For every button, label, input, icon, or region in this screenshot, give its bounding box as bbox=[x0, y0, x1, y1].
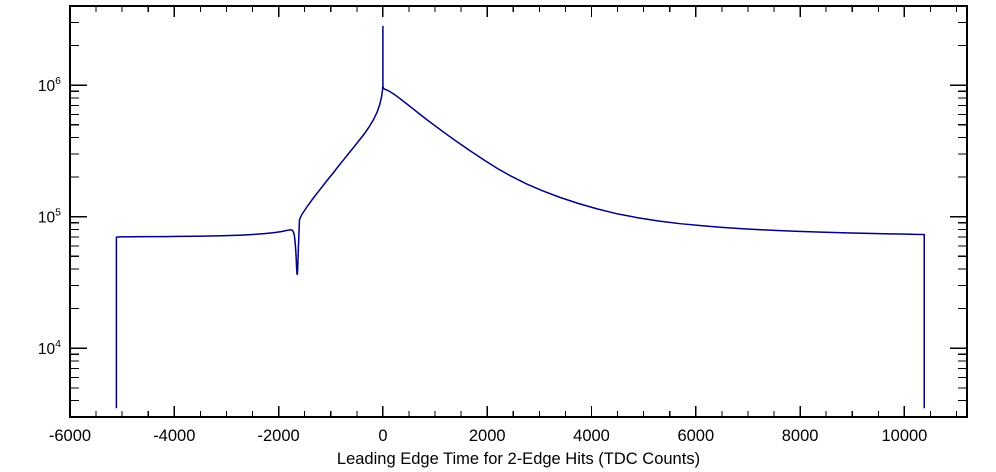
x-axis-tick-label: 4000 bbox=[573, 427, 610, 445]
data-series-line bbox=[115, 25, 925, 409]
x-axis-tick-label: 0 bbox=[378, 427, 387, 445]
x-axis-tick-label: 8000 bbox=[782, 427, 819, 445]
y-axis-tick-label: 104 bbox=[38, 338, 61, 358]
y-axis-tick-label: 106 bbox=[38, 75, 61, 95]
x-axis-tick-label: -6000 bbox=[49, 427, 91, 445]
x-axis-tick-label: -2000 bbox=[258, 427, 300, 445]
x-axis-tick-label: 2000 bbox=[469, 427, 506, 445]
x-axis-tick-label: 6000 bbox=[677, 427, 714, 445]
x-axis-title: Leading Edge Time for 2-Edge Hits (TDC C… bbox=[337, 450, 700, 468]
plot-frame bbox=[69, 5, 968, 418]
x-axis-tick-label: -4000 bbox=[153, 427, 195, 445]
y-axis-tick-label: 105 bbox=[38, 207, 61, 227]
x-axis-tick-label: 10000 bbox=[881, 427, 927, 445]
